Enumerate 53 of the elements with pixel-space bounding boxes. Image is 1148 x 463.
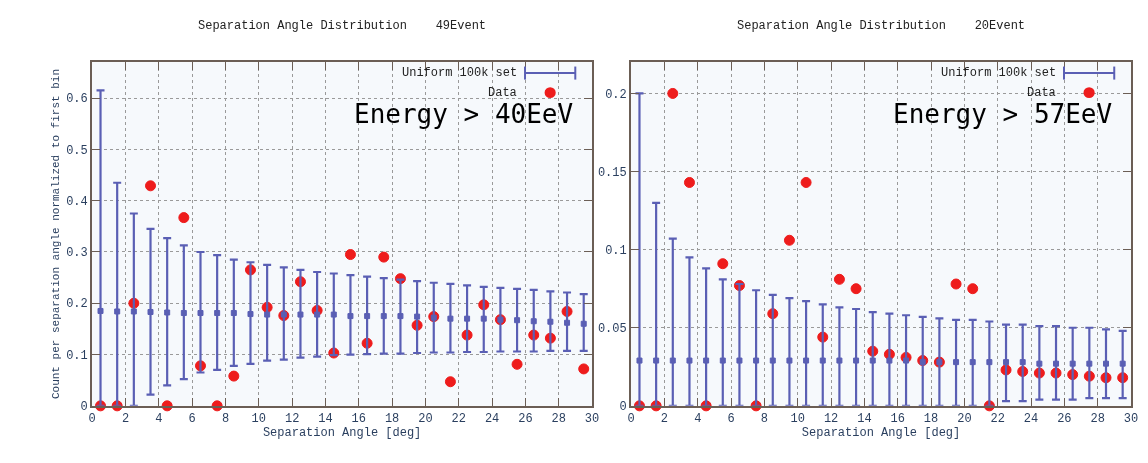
legend-label: Data <box>1027 86 1056 100</box>
chart-title: Separation Angle Distribution 49Event <box>198 19 487 33</box>
x-tick-label: 30 <box>1123 412 1139 427</box>
x-axis-title: Separation Angle [deg] <box>262 426 422 441</box>
annotation: Energy > 57EeV <box>893 99 1113 129</box>
x-tick-label: 24 <box>484 412 500 427</box>
x-tick-label: 8 <box>221 412 230 427</box>
x-tick-label: 14 <box>318 412 333 427</box>
x-tick-label: 16 <box>890 412 905 427</box>
x-tick-label: 30 <box>584 412 600 427</box>
x-axis-title: Separation Angle [deg] <box>801 426 961 441</box>
chart-title: Separation Angle Distribution 20Event <box>737 19 1026 33</box>
y-tick-label: 0 <box>80 400 88 415</box>
y-axis-title: Count per separation angle normalized to first bin <box>50 68 63 400</box>
legend-label: Uniform 100k set <box>402 66 518 80</box>
x-tick-label: 18 <box>384 412 400 427</box>
x-tick-label: 26 <box>518 412 533 427</box>
y-tick-label: 0.1 <box>605 243 627 258</box>
x-tick-label: 12 <box>284 412 300 427</box>
x-tick-label: 22 <box>451 412 466 427</box>
y-tick-label: 0.4 <box>66 194 88 209</box>
x-tick-label: 8 <box>760 412 769 427</box>
x-tick-label: 18 <box>923 412 939 427</box>
y-tick-label: 0 <box>619 400 627 415</box>
y-tick-label: 0.2 <box>66 297 88 312</box>
x-tick-label: 6 <box>188 412 196 427</box>
legend-label: Uniform 100k set <box>941 66 1057 80</box>
y-tick-label: 0.15 <box>597 165 627 180</box>
x-tick-label: 20 <box>418 412 433 427</box>
x-tick-label: 28 <box>551 412 566 427</box>
x-tick-label: 2 <box>121 412 130 427</box>
y-tick-label: 0.6 <box>66 92 88 107</box>
x-tick-label: 12 <box>823 412 839 427</box>
x-tick-label: 26 <box>1057 412 1072 427</box>
x-tick-label: 28 <box>1090 412 1105 427</box>
x-tick-label: 10 <box>251 412 267 427</box>
x-tick-label: 24 <box>1023 412 1039 427</box>
x-tick-label: 14 <box>857 412 872 427</box>
y-tick-label: 0.1 <box>66 348 88 363</box>
annotation: Energy > 40EeV <box>354 99 574 129</box>
x-tick-label: 16 <box>351 412 366 427</box>
x-tick-label: 22 <box>990 412 1005 427</box>
legend-label: Data <box>488 86 517 100</box>
y-tick-label: 0.3 <box>66 246 88 261</box>
x-tick-label: 4 <box>155 412 163 427</box>
y-tick-label: 0.2 <box>605 87 627 102</box>
x-tick-label: 20 <box>957 412 972 427</box>
x-tick-label: 4 <box>694 412 702 427</box>
x-tick-label: 2 <box>660 412 669 427</box>
x-tick-label: 6 <box>727 412 735 427</box>
y-tick-label: 0.05 <box>597 321 627 336</box>
y-tick-label: 0.5 <box>66 143 88 158</box>
x-tick-label: 10 <box>790 412 805 427</box>
